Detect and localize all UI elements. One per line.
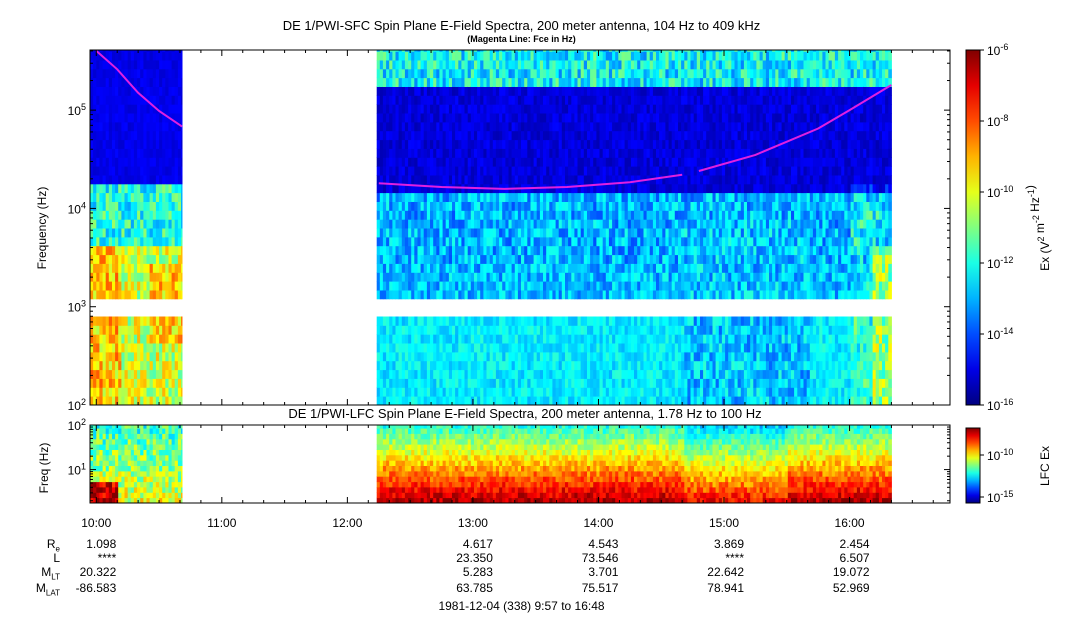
ephemeris-value: 3.869 <box>713 537 744 551</box>
ephemeris-value: 63.785 <box>456 581 493 595</box>
sfc-colorbar-tick-label: 10-12 <box>987 255 1013 271</box>
ephemeris-row-label: MLT <box>41 565 60 582</box>
sfc-colorbar-label: Ex (V2 m-2 Hz-1) <box>1023 185 1052 271</box>
ephemeris-value: 19.072 <box>832 565 870 579</box>
ephemeris-value: -86.583 <box>75 581 117 595</box>
sfc-y-tick-label: 103 <box>68 299 86 315</box>
fce-line-0 <box>95 50 183 128</box>
sfc-colorbar-tick-label: 10-14 <box>987 326 1013 342</box>
x-tick-label: 13:00 <box>458 516 488 530</box>
x-tick-label: 11:00 <box>207 516 236 530</box>
fce-line-1 <box>378 173 683 190</box>
x-tick-label: 10:00 <box>81 516 111 530</box>
ephemeris-value: 23.350 <box>456 551 493 565</box>
ephemeris-value: **** <box>725 551 744 565</box>
ephemeris-value: 22.642 <box>707 565 744 579</box>
ephemeris-value: 78.941 <box>707 581 744 595</box>
ephemeris-row-label: MLAT <box>35 581 60 598</box>
ephemeris-value: 6.507 <box>839 551 870 565</box>
fce-line-2 <box>698 84 892 172</box>
sfc-spectrogram <box>90 50 892 406</box>
ephemeris-value: 5.283 <box>462 565 493 579</box>
lfc-colorbar-tick-label: 10-15 <box>987 489 1013 505</box>
ephemeris-value: 20.322 <box>79 565 117 579</box>
x-tick-label: 16:00 <box>835 516 865 530</box>
x-tick-label: 12:00 <box>332 516 362 530</box>
sfc-y-tick-label: 105 <box>68 102 86 118</box>
sfc-plot-frame <box>89 49 951 406</box>
sfc-colorbar-tick-label: 10-10 <box>987 184 1013 200</box>
sfc-y-axis-label: Frequency (Hz) <box>35 186 49 270</box>
lfc-colorbar <box>965 427 981 504</box>
ephemeris-value: 4.617 <box>462 537 493 551</box>
sfc-title: DE 1/PWI-SFC Spin Plane E-Field Spectra,… <box>282 18 761 33</box>
lfc-plot-frame <box>89 424 951 504</box>
ephemeris-row-label: Re <box>46 537 60 554</box>
ephemeris-value: 2.454 <box>839 537 870 551</box>
lfc-y-tick-label: 101 <box>68 462 86 478</box>
ephemeris-value: 73.546 <box>581 551 619 565</box>
sfc-frequency-gap <box>90 304 950 313</box>
ephemeris-value: 1.098 <box>86 537 117 551</box>
ephemeris-row-label: L <box>53 551 60 565</box>
sfc-colorbar <box>965 49 981 406</box>
lfc-y-axis-label: Freq (Hz) <box>37 442 51 494</box>
ephemeris-value: 4.543 <box>588 537 619 551</box>
ephemeris-value: 3.701 <box>588 565 619 579</box>
sfc-subtitle: (Magenta Line: Fce in Hz) <box>467 34 576 44</box>
ephemeris-value: 75.517 <box>581 581 619 595</box>
sfc-colorbar-tick-label: 10-8 <box>987 113 1008 129</box>
lfc-title: DE 1/PWI-LFC Spin Plane E-Field Spectra,… <box>288 406 762 421</box>
x-tick-label: 15:00 <box>709 516 739 530</box>
lfc-spectrogram <box>90 425 892 504</box>
time-range-footer: 1981-12-04 (338) 9:57 to 16:48 <box>438 599 605 613</box>
x-tick-label: 14:00 <box>583 516 613 530</box>
ephemeris-value: **** <box>97 551 117 565</box>
ephemeris-value: 52.969 <box>832 581 870 595</box>
sfc-y-tick-label: 104 <box>68 200 86 216</box>
lfc-colorbar-tick-label: 10-10 <box>987 447 1013 463</box>
lfc-colorbar-label: LFC Ex <box>1038 446 1052 486</box>
